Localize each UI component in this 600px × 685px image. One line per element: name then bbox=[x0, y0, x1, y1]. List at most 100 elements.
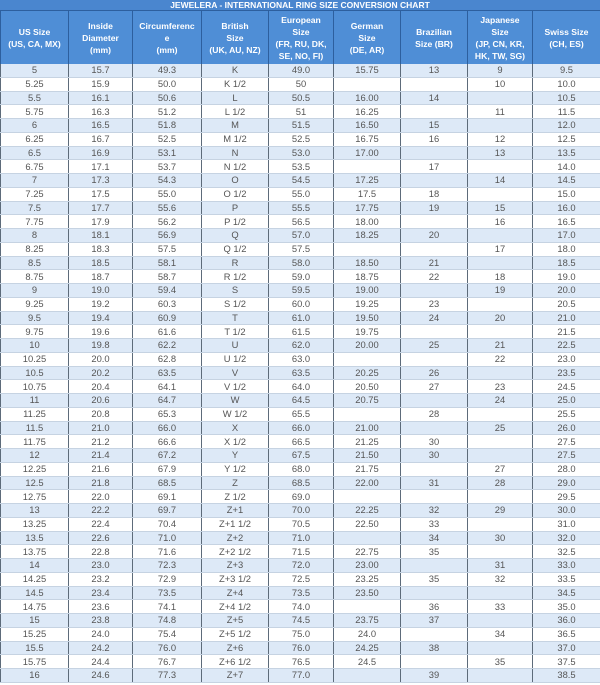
cell-japanese-size: 32 bbox=[467, 572, 533, 587]
cell-circumference: 54.3 bbox=[132, 173, 202, 188]
cell-european-size: 54.5 bbox=[268, 173, 334, 188]
cell-european-size: 61.5 bbox=[268, 324, 334, 339]
cell-japanese-size: 20 bbox=[467, 311, 533, 326]
cell-british-size: Y bbox=[201, 448, 269, 463]
table-row: 12.75 22.0 69.1 Z 1/2 69.0 29.5 bbox=[0, 489, 600, 504]
table-row: 7.25 17.5 55.0 O 1/2 55.0 17.5 18 15.0 bbox=[0, 187, 600, 202]
cell-british-size: Z+3 bbox=[201, 558, 269, 573]
cell-swiss-size: 21.0 bbox=[532, 311, 600, 326]
table-row: 6.5 16.9 53.1 N 53.0 17.00 13 13.5 bbox=[0, 146, 600, 161]
cell-circumference: 59.4 bbox=[132, 283, 202, 298]
cell-inside-diameter: 21.2 bbox=[68, 434, 133, 449]
cell-german-size: 17.75 bbox=[333, 201, 401, 216]
cell-japanese-size bbox=[467, 448, 533, 463]
cell-british-size: V bbox=[201, 366, 269, 381]
cell-inside-diameter: 20.4 bbox=[68, 379, 133, 394]
cell-us-size: 5 bbox=[0, 64, 69, 78]
cell-british-size: Z+5 bbox=[201, 613, 269, 628]
cell-european-size: 68.0 bbox=[268, 462, 334, 477]
cell-european-size: 60.0 bbox=[268, 297, 334, 312]
cell-japanese-size bbox=[467, 366, 533, 381]
cell-swiss-size: 10.5 bbox=[532, 91, 600, 106]
cell-european-size: 64.5 bbox=[268, 393, 334, 408]
cell-swiss-size: 20.5 bbox=[532, 297, 600, 312]
cell-german-size: 23.75 bbox=[333, 613, 401, 628]
cell-circumference: 60.9 bbox=[132, 311, 202, 326]
cell-european-size: 71.5 bbox=[268, 544, 334, 559]
cell-circumference: 75.4 bbox=[132, 627, 202, 642]
cell-inside-diameter: 21.4 bbox=[68, 448, 133, 463]
cell-swiss-size: 21.5 bbox=[532, 324, 600, 339]
cell-us-size: 8.25 bbox=[0, 242, 69, 257]
cell-swiss-size: 33.0 bbox=[532, 558, 600, 573]
cell-us-size: 11.5 bbox=[0, 421, 69, 436]
cell-swiss-size: 23.0 bbox=[532, 352, 600, 367]
cell-japanese-size: 11 bbox=[467, 104, 533, 119]
cell-circumference: 69.1 bbox=[132, 489, 202, 504]
cell-german-size: 17.00 bbox=[333, 146, 401, 161]
cell-european-size: 70.5 bbox=[268, 517, 334, 532]
cell-circumference: 53.1 bbox=[132, 146, 202, 161]
cell-swiss-size: 12.0 bbox=[532, 118, 600, 133]
cell-british-size: Y 1/2 bbox=[201, 462, 269, 477]
cell-swiss-size: 14.0 bbox=[532, 159, 600, 174]
cell-swiss-size: 30.0 bbox=[532, 503, 600, 518]
cell-circumference: 69.7 bbox=[132, 503, 202, 518]
cell-british-size: K bbox=[201, 64, 269, 78]
cell-japanese-size bbox=[467, 586, 533, 601]
cell-swiss-size: 27.5 bbox=[532, 434, 600, 449]
cell-circumference: 74.1 bbox=[132, 599, 202, 614]
cell-european-size: 59.5 bbox=[268, 283, 334, 298]
cell-swiss-size: 24.5 bbox=[532, 379, 600, 394]
cell-european-size: 55.5 bbox=[268, 201, 334, 216]
cell-european-size: 53.5 bbox=[268, 159, 334, 174]
cell-british-size: T 1/2 bbox=[201, 324, 269, 339]
cell-japanese-size: 18 bbox=[467, 269, 533, 284]
cell-circumference: 64.1 bbox=[132, 379, 202, 394]
cell-circumference: 60.3 bbox=[132, 297, 202, 312]
cell-german-size: 23.00 bbox=[333, 558, 401, 573]
cell-brazilian-size: 13 bbox=[400, 64, 468, 78]
cell-swiss-size: 36.0 bbox=[532, 613, 600, 628]
cell-european-size: 75.0 bbox=[268, 627, 334, 642]
table-row: 16 24.6 77.3 Z+7 77.0 39 38.5 bbox=[0, 668, 600, 683]
cell-swiss-size: 37.5 bbox=[532, 654, 600, 669]
cell-german-size bbox=[333, 159, 401, 174]
cell-european-size: 58.0 bbox=[268, 256, 334, 271]
cell-inside-diameter: 16.7 bbox=[68, 132, 133, 147]
cell-us-size: 8 bbox=[0, 228, 69, 243]
cell-inside-diameter: 24.6 bbox=[68, 668, 133, 683]
cell-swiss-size: 29.0 bbox=[532, 476, 600, 491]
cell-european-size: 65.5 bbox=[268, 407, 334, 422]
cell-japanese-size: 35 bbox=[467, 654, 533, 669]
cell-german-size: 21.25 bbox=[333, 434, 401, 449]
cell-japanese-size: 30 bbox=[467, 531, 533, 546]
cell-japanese-size: 10 bbox=[467, 77, 533, 92]
cell-european-size: 49.0 bbox=[268, 64, 334, 78]
cell-british-size: Z+7 bbox=[201, 668, 269, 683]
cell-us-size: 13.5 bbox=[0, 531, 69, 546]
cell-inside-diameter: 18.3 bbox=[68, 242, 133, 257]
cell-brazilian-size: 24 bbox=[400, 311, 468, 326]
cell-brazilian-size: 39 bbox=[400, 668, 468, 683]
table-row: 11.5 21.0 66.0 X 66.0 21.00 25 26.0 bbox=[0, 421, 600, 436]
cell-inside-diameter: 16.5 bbox=[68, 118, 133, 133]
cell-inside-diameter: 22.8 bbox=[68, 544, 133, 559]
cell-brazilian-size: 33 bbox=[400, 517, 468, 532]
cell-japanese-size: 33 bbox=[467, 599, 533, 614]
table-row: 8.75 18.7 58.7 R 1/2 59.0 18.75 22 18 19.0 bbox=[0, 269, 600, 284]
cell-german-size: 20.75 bbox=[333, 393, 401, 408]
cell-brazilian-size: 16 bbox=[400, 132, 468, 147]
chart-title: JEWELERA - INTERNATIONAL RING SIZE CONVE… bbox=[0, 0, 600, 11]
cell-circumference: 61.6 bbox=[132, 324, 202, 339]
cell-german-size: 15.75 bbox=[333, 64, 401, 78]
cell-brazilian-size bbox=[400, 654, 468, 669]
cell-us-size: 15 bbox=[0, 613, 69, 628]
cell-british-size: U bbox=[201, 338, 269, 353]
cell-inside-diameter: 18.7 bbox=[68, 269, 133, 284]
cell-us-size: 12.25 bbox=[0, 462, 69, 477]
table-row: 9.5 19.4 60.9 T 61.0 19.50 24 20 21.0 bbox=[0, 311, 600, 326]
cell-european-size: 68.5 bbox=[268, 476, 334, 491]
cell-us-size: 5.5 bbox=[0, 91, 69, 106]
cell-german-size: 16.50 bbox=[333, 118, 401, 133]
